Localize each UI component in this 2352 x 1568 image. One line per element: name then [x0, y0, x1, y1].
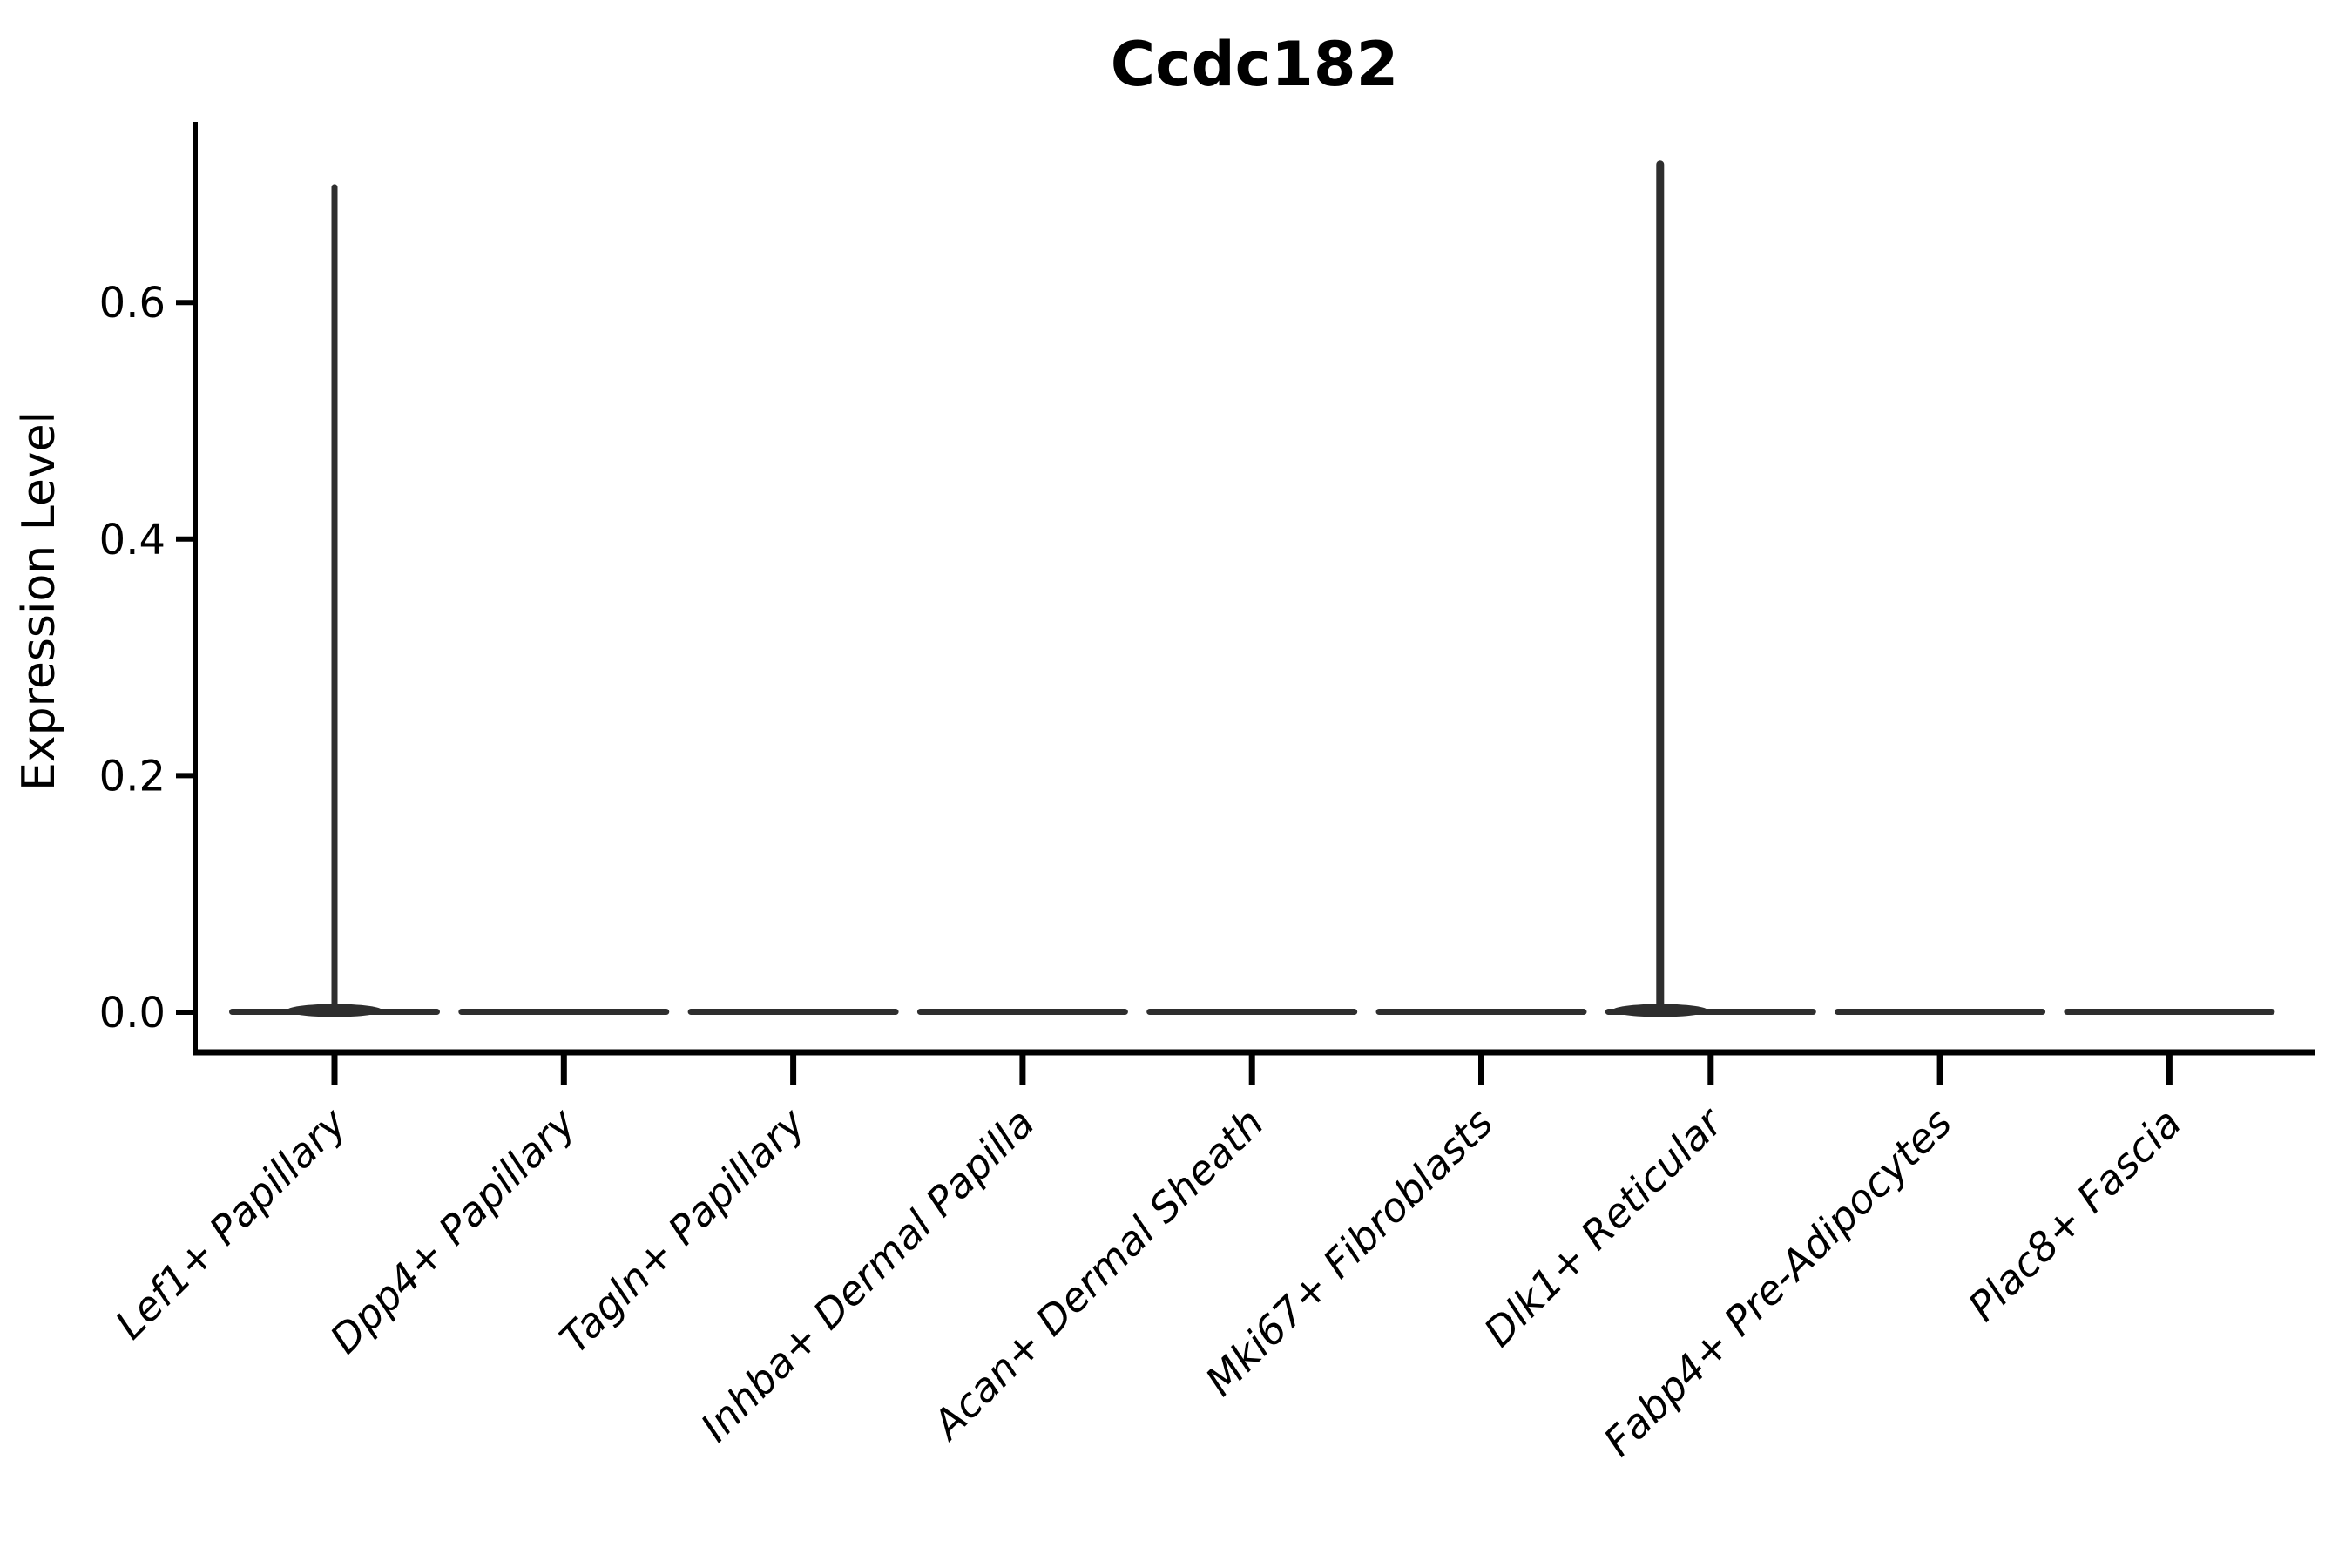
x-tick-label-plac8-fascia: Plac8+ Fascia	[1959, 1099, 2190, 1330]
violin-spike	[331, 184, 338, 1012]
violin-body	[1146, 1009, 1358, 1015]
y-axis-label: Expression Level	[13, 411, 65, 791]
violin-lef1-papillary	[229, 184, 440, 1017]
violin-body	[687, 1009, 899, 1015]
violins-group	[229, 160, 2275, 1017]
x-tick-label-lef1-papillary: Lef1+ Papillary	[106, 1098, 355, 1348]
x-tick-label-dpp4-papillary: Dpp4+ Papillary	[321, 1098, 585, 1362]
violin-body	[2064, 1009, 2275, 1015]
y-tick-label: 0.6	[99, 279, 166, 328]
y-ticks-group: 0.0 0.2 0.4 0.6	[99, 279, 195, 1037]
violin-acan-dermal-sheath	[1146, 1009, 1358, 1015]
violin-inhba-dermal-papilla	[916, 1009, 1128, 1015]
violin-body	[1835, 1009, 2046, 1015]
x-tick-label-tagln-papillary: Tagln+ Papillary	[551, 1098, 814, 1362]
violin-spike	[1656, 160, 1665, 1013]
violin-plac8-fascia	[2064, 1009, 2275, 1015]
violin-dlk1-reticular	[1605, 160, 1816, 1017]
violin-dpp4-papillary	[458, 1009, 670, 1015]
violin-fabp4-pre-adipocytes	[1835, 1009, 2046, 1015]
plot-title: Ccdc182	[1111, 29, 1399, 100]
y-tick-label: 0.2	[99, 752, 166, 801]
violin-body	[916, 1009, 1128, 1015]
violin-body	[458, 1009, 670, 1015]
violin-tagln-papillary	[687, 1009, 899, 1015]
y-tick-label: 0.0	[99, 989, 166, 1037]
y-tick-label: 0.4	[99, 516, 166, 564]
violin-mki67-fibroblasts	[1375, 1009, 1587, 1015]
violin-body	[1375, 1009, 1587, 1015]
x-tick-label-dlk1-reticular: Dlk1+ Reticular	[1475, 1097, 1734, 1355]
